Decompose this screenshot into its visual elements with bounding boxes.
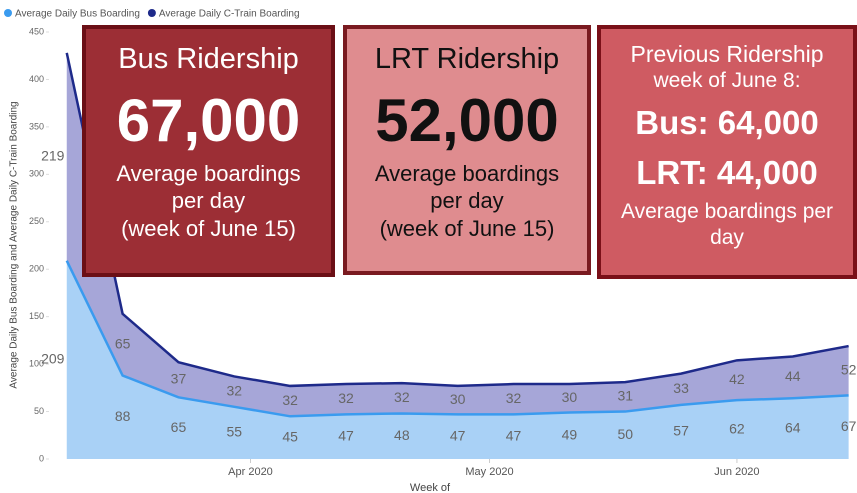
data-label: 37 (171, 370, 187, 386)
box-value: 67,000 (116, 87, 301, 154)
box-value: 52,000 (375, 87, 559, 154)
box-text: Average boardings (374, 161, 560, 186)
box-text: (week of June 15) (379, 216, 555, 241)
data-label: 47 (506, 427, 522, 443)
data-label: 32 (227, 382, 243, 398)
data-label: 32 (338, 390, 354, 406)
data-label: 64 (785, 419, 801, 435)
box-text: week of June 8: (653, 69, 801, 92)
legend-marker (147, 9, 156, 17)
box-text: per day (430, 188, 504, 213)
data-label: 50 (617, 426, 633, 442)
y-tick-label: 350 (29, 121, 44, 131)
data-label: 57 (673, 423, 689, 439)
box-text: day (710, 226, 744, 249)
box-text: Average boardings per (620, 200, 834, 223)
y-tick-label: 450 (29, 26, 44, 36)
data-label: 31 (617, 388, 633, 404)
box-value: Bus: 64,000 (635, 104, 819, 141)
y-tick-label: 150 (29, 311, 44, 321)
data-label: 209 (41, 351, 65, 367)
data-label: 48 (394, 427, 410, 443)
bus-ridership-box: Bus Ridership 67,000 Average boardings p… (82, 25, 335, 277)
data-label: 47 (450, 427, 466, 443)
y-tick-label: 400 (29, 74, 44, 84)
y-tick-label: 200 (29, 264, 44, 274)
area (66, 52, 849, 417)
box-text: per day (171, 188, 246, 213)
data-label: 67 (841, 418, 857, 434)
data-label: 33 (673, 380, 689, 396)
data-label: 32 (506, 390, 522, 406)
data-label: 219 (41, 147, 65, 163)
y-tick-label: 50 (34, 406, 44, 416)
data-label: 32 (394, 389, 410, 405)
x-tick-label: Jun 2020 (714, 466, 759, 478)
legend-label: Average Daily C-Train Boarding (159, 9, 300, 20)
data-label: 42 (729, 371, 745, 387)
x-tick-label: Apr 2020 (228, 466, 273, 478)
box-value: LRT: 44,000 (636, 154, 818, 191)
y-axis-label: Average Daily Bus Boarding and Average D… (9, 101, 20, 388)
legend-label: Average Daily Bus Boarding (15, 9, 140, 20)
box-title: LRT Ridership (374, 43, 560, 75)
previous-ridership-box: Previous Ridership week of June 8: Bus: … (597, 25, 857, 279)
data-label: 30 (450, 391, 466, 407)
data-label: 44 (785, 368, 801, 384)
box-title: Bus Ridership (118, 43, 299, 75)
legend-marker (4, 9, 12, 17)
box-text: Average boardings (116, 161, 301, 186)
data-label: 47 (338, 427, 354, 443)
x-tick-label: May 2020 (465, 466, 513, 478)
data-label: 32 (282, 392, 298, 408)
y-tick-label: 250 (29, 216, 44, 226)
data-label: 52 (841, 361, 857, 377)
y-tick-label: 300 (29, 169, 44, 179)
y-tick-label: 0 (39, 453, 44, 463)
box-title: Previous Ridership (630, 41, 824, 67)
data-label: 45 (282, 428, 298, 444)
data-label: 62 (729, 420, 745, 436)
data-label: 30 (562, 389, 578, 405)
x-axis-label: Week of (410, 482, 451, 493)
lrt-ridership-box: LRT Ridership 52,000 Average boardings p… (343, 25, 591, 275)
line (65, 52, 849, 388)
line (65, 260, 849, 418)
data-label: 65 (115, 335, 131, 351)
data-label: 49 (562, 426, 578, 442)
data-label: 88 (115, 408, 131, 424)
data-label: 55 (227, 424, 243, 440)
y-tick-label: 100 (29, 358, 44, 368)
data-label: 65 (171, 419, 187, 435)
box-text: (week of June 15) (121, 216, 296, 241)
